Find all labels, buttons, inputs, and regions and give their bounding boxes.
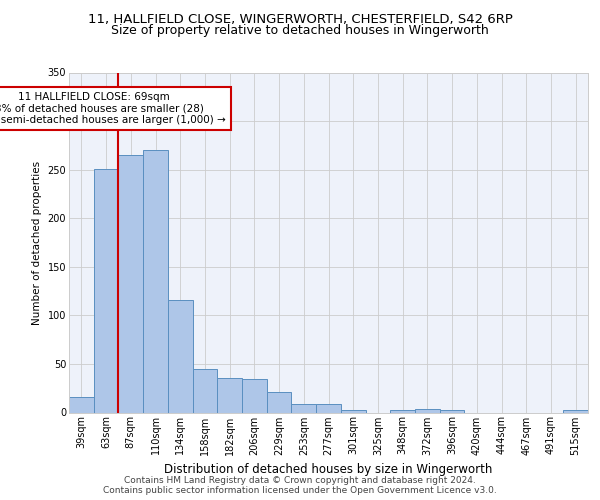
Bar — [292, 404, 316, 412]
Bar — [316, 404, 341, 412]
Bar — [440, 410, 464, 412]
Text: 11 HALLFIELD CLOSE: 69sqm
← 3% of detached houses are smaller (28)
97% of semi-d: 11 HALLFIELD CLOSE: 69sqm ← 3% of detach… — [0, 92, 226, 125]
Text: Contains public sector information licensed under the Open Government Licence v3: Contains public sector information licen… — [103, 486, 497, 495]
X-axis label: Distribution of detached houses by size in Wingerworth: Distribution of detached houses by size … — [164, 463, 493, 476]
Bar — [193, 369, 217, 412]
Bar — [267, 392, 292, 412]
Text: Size of property relative to detached houses in Wingerworth: Size of property relative to detached ho… — [111, 24, 489, 37]
Bar — [563, 410, 588, 412]
Bar — [118, 155, 143, 412]
Bar — [143, 150, 168, 412]
Bar — [415, 408, 440, 412]
Text: 11, HALLFIELD CLOSE, WINGERWORTH, CHESTERFIELD, S42 6RP: 11, HALLFIELD CLOSE, WINGERWORTH, CHESTE… — [88, 12, 512, 26]
Bar — [242, 378, 267, 412]
Bar — [69, 397, 94, 412]
Bar — [217, 378, 242, 412]
Bar — [94, 168, 118, 412]
Text: Contains HM Land Registry data © Crown copyright and database right 2024.: Contains HM Land Registry data © Crown c… — [124, 476, 476, 485]
Bar — [390, 410, 415, 412]
Y-axis label: Number of detached properties: Number of detached properties — [32, 160, 42, 324]
Bar — [341, 410, 365, 412]
Bar — [168, 300, 193, 412]
